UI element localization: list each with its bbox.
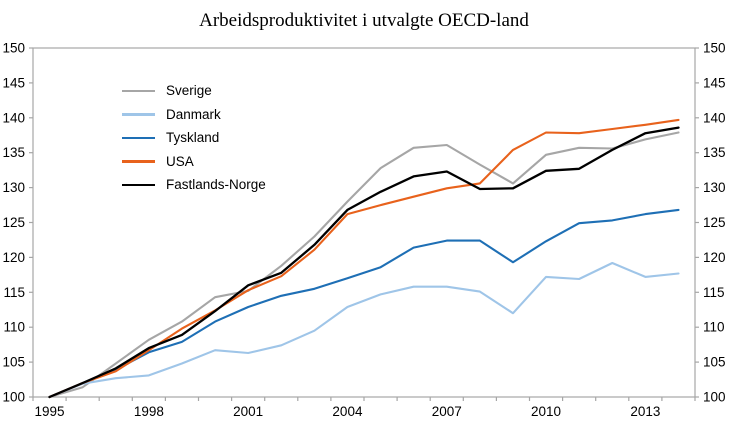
legend-item-usa: USA xyxy=(122,150,266,174)
axis-tick-label: 110 xyxy=(703,320,725,335)
axis-tick-label: 2013 xyxy=(630,404,660,419)
chart-legend: Sverige Danmark Tyskland USA Fastlands-N… xyxy=(122,79,266,197)
axis-tick-label: 135 xyxy=(703,145,726,160)
axis-tick-label: 125 xyxy=(703,215,726,230)
tyskland-line-swatch xyxy=(122,136,155,139)
axis-tick-label: 115 xyxy=(3,285,25,300)
axis-tick-label: 130 xyxy=(703,180,726,195)
axis-tick-label: 120 xyxy=(703,250,726,265)
chart-title: Arbeidsproduktivitet i utvalgte OECD-lan… xyxy=(199,10,529,31)
legend-label: Sverige xyxy=(166,83,212,98)
y-axis-left: 100 105 110 115 120 125 130 135 140 145 150 xyxy=(2,41,33,405)
axis-tick-label: 105 xyxy=(703,355,726,370)
legend-item-tyskland: Tyskland xyxy=(122,126,266,150)
series-line-tyskland xyxy=(48,208,680,399)
axis-tick-label: 150 xyxy=(703,41,726,56)
danmark-line-swatch xyxy=(122,113,155,116)
axis-tick-label: 2004 xyxy=(332,404,363,419)
legend-label: Fastlands-Norge xyxy=(166,177,266,192)
axis-tick-label: 135 xyxy=(2,145,25,160)
series-line-fastlands-norge xyxy=(48,126,680,399)
sverige-line-swatch xyxy=(122,89,155,92)
x-axis: 1995 1998 2001 2004 2007 2010 2013 xyxy=(32,397,696,419)
legend-label: Danmark xyxy=(166,106,221,122)
axis-tick-label: 100 xyxy=(2,390,25,405)
fastlands-norge-line-swatch xyxy=(122,183,155,186)
axis-tick-label: 100 xyxy=(703,390,726,405)
axis-tick-label: 105 xyxy=(2,355,25,370)
legend-item-sverige: Sverige xyxy=(122,79,266,103)
legend-item-fastlands-norge: Fastlands-Norge xyxy=(122,173,266,197)
axis-tick-label: 115 xyxy=(703,285,725,300)
series-line-sverige xyxy=(48,131,680,399)
axis-tick-label: 145 xyxy=(2,75,25,90)
axis-tick-label: 130 xyxy=(2,180,25,195)
axis-tick-label: 110 xyxy=(3,320,25,335)
axis-tick-label: 1998 xyxy=(134,404,164,419)
axis-tick-label: 140 xyxy=(703,110,726,125)
legend-label: Tyskland xyxy=(166,130,220,145)
axis-tick-label: 120 xyxy=(2,250,25,265)
axis-tick-label: 150 xyxy=(2,41,25,56)
axis-tick-label: 145 xyxy=(703,75,726,90)
legend-item-danmark: Danmark xyxy=(122,103,266,127)
axis-tick-label: 1995 xyxy=(35,404,65,419)
axis-tick-label: 125 xyxy=(2,215,25,230)
usa-line-swatch xyxy=(122,160,155,163)
axis-tick-label: 2001 xyxy=(233,404,263,419)
axis-tick-label: 2007 xyxy=(432,404,462,419)
legend-label: USA xyxy=(166,153,194,169)
axis-tick-label: 2010 xyxy=(531,404,561,419)
series-line-danmark xyxy=(48,261,680,399)
y-axis-right: 100 105 110 115 120 125 130 135 140 145 150 xyxy=(695,41,726,405)
axis-tick-label: 140 xyxy=(2,110,25,125)
